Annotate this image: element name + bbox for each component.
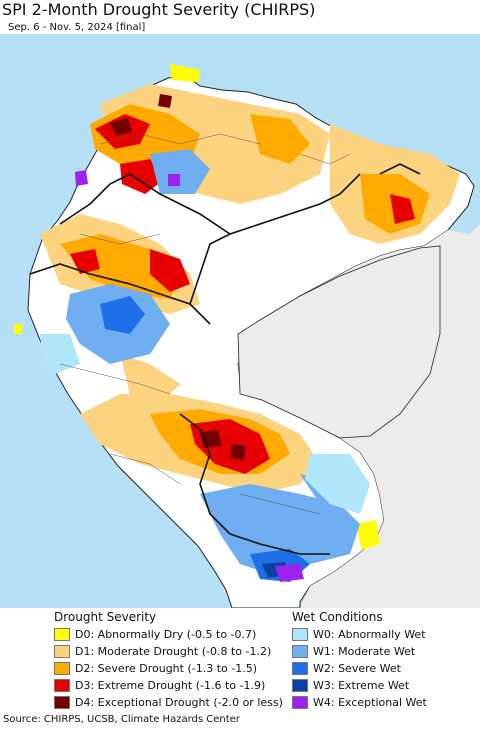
legend-label-d3: D3: Extreme Drought (-1.6 to -1.9) (75, 678, 266, 692)
legend-item-d2: D2: Severe Drought (-1.3 to -1.5) (54, 660, 257, 676)
legend-label-w1: W1: Moderate Wet (313, 644, 416, 658)
legend-item-d1: D1: Moderate Drought (-0.8 to -1.2) (54, 643, 271, 659)
legend-swatch-w0 (292, 627, 308, 641)
admin-borders (59, 133, 351, 515)
legend-label-d0: D0: Abnormally Dry (-0.5 to -0.7) (75, 627, 257, 641)
legend-label-d2: D2: Severe Drought (-1.3 to -1.5) (75, 661, 258, 675)
legend-swatch-d3 (54, 678, 70, 692)
legend-swatch-d2 (54, 661, 70, 675)
legend-item-d3: D3: Extreme Drought (-1.6 to -1.9) (54, 677, 265, 693)
legend-item-d0: D0: Abnormally Dry (-0.5 to -0.7) (54, 626, 256, 642)
legend-item-w2: W2: Severe Wet (292, 660, 401, 676)
map-title: SPI 2-Month Drought Severity (CHIRPS) (2, 0, 316, 19)
wet-legend-heading: Wet Conditions (292, 610, 383, 624)
legend-swatch-d4 (54, 695, 70, 709)
legend-label-w4: W4: Exceptional Wet (313, 695, 427, 709)
legend-item-w1: W1: Moderate Wet (292, 643, 415, 659)
source-credit: Source: CHIRPS, UCSB, Climate Hazards Ce… (3, 714, 240, 725)
legend-swatch-w3 (292, 678, 308, 692)
legend-item-w0: W0: Abnormally Wet (292, 626, 426, 642)
wet-w4-areas (75, 170, 304, 582)
drought-d0-areas (14, 64, 380, 550)
legend-label-w2: W2: Severe Wet (313, 661, 401, 675)
legend-swatch-d0 (54, 627, 70, 641)
wet-w0-areas (40, 334, 370, 514)
drought-legend-heading: Drought Severity (54, 610, 157, 624)
legend-label-d1: D1: Moderate Drought (-0.8 to -1.2) (75, 644, 272, 658)
legend-label-w3: W3: Extreme Wet (313, 678, 410, 692)
legend-swatch-d1 (54, 644, 70, 658)
legend-label-d4: D4: Exceptional Drought (-2.0 or less) (75, 695, 283, 709)
legend-item-w4: W4: Exceptional Wet (292, 694, 427, 710)
drought-map (0, 34, 480, 608)
country-borders (29, 163, 421, 555)
legend-swatch-w4 (292, 695, 308, 709)
legend-label-w0: W0: Abnormally Wet (313, 627, 426, 641)
map-subtitle: Sep. 6 - Nov. 5, 2024 [final] (8, 22, 146, 33)
legend-swatch-w1 (292, 644, 308, 658)
legend-swatch-w2 (292, 661, 308, 675)
no-data-interior (237, 245, 441, 439)
legend-item-w3: W3: Extreme Wet (292, 677, 409, 693)
legend-item-d4: D4: Exceptional Drought (-2.0 or less) (54, 694, 283, 710)
